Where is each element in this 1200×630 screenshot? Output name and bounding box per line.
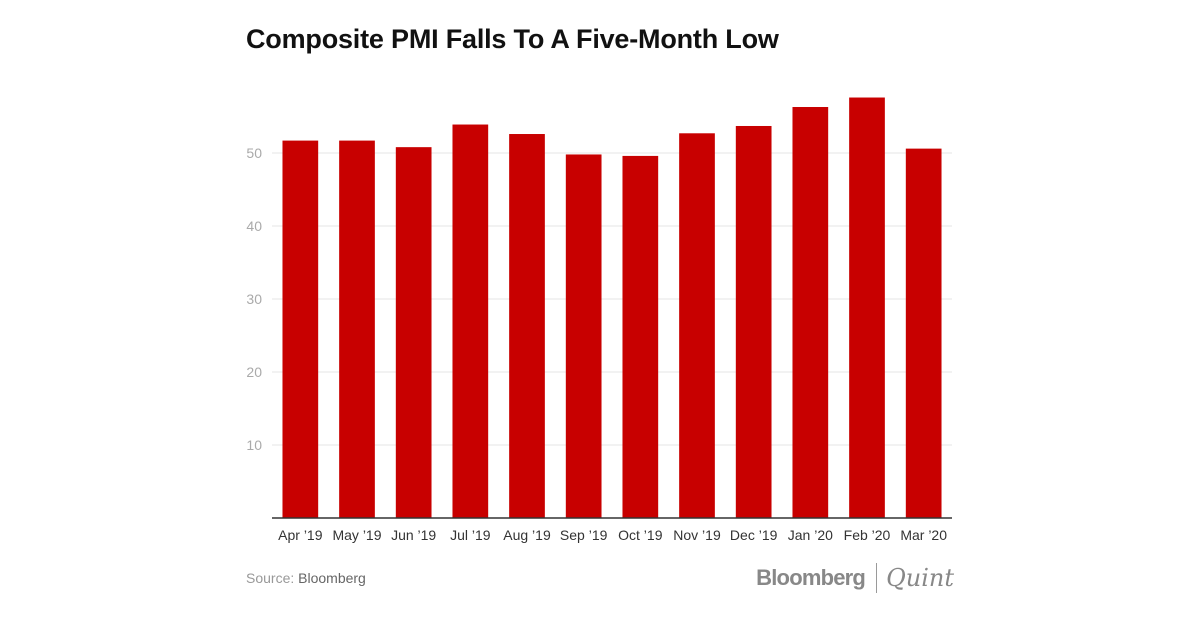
x-tick-label: Jun ’19: [391, 527, 436, 543]
y-tick-label: 40: [246, 218, 262, 234]
brand-divider: [876, 563, 878, 593]
x-tick-label: Jan ’20: [788, 527, 833, 543]
x-tick-label: May ’19: [332, 527, 381, 543]
brand-logo: Bloomberg Quint: [740, 558, 954, 598]
y-axis-ticks: 10 20 30 40 50: [246, 145, 262, 453]
source-label: Source:: [246, 570, 299, 586]
bar: [339, 140, 375, 518]
bar: [509, 134, 545, 518]
grid-lines: [272, 152, 952, 446]
y-tick-label: 20: [246, 364, 262, 380]
x-tick-label: Jul ’19: [450, 527, 491, 543]
bar: [792, 107, 829, 518]
bar: [905, 148, 942, 518]
y-tick-label: 30: [246, 291, 262, 307]
source-value: Bloomberg: [298, 570, 366, 586]
x-tick-label: Nov ’19: [673, 527, 721, 543]
x-tick-label: Apr ’19: [278, 527, 323, 543]
bars: [282, 97, 942, 519]
y-tick-label: 10: [246, 437, 262, 453]
bar: [622, 155, 659, 519]
brand-quint-wordmark: Quint: [886, 564, 954, 592]
x-axis-labels: Apr ’19 May ’19 Jun ’19 Jul ’19 Aug ’19 Sep ’…: [278, 527, 947, 543]
bar: [849, 97, 885, 519]
x-tick-label: Sep ’19: [560, 527, 608, 543]
x-tick-label: Dec ’19: [730, 527, 778, 543]
bar: [735, 125, 772, 519]
bar: [452, 124, 489, 518]
chart-title: Composite PMI Falls To A Five-Month Low: [246, 24, 779, 54]
source-note: Source: Bloomberg: [246, 570, 366, 586]
bar: [282, 140, 319, 518]
bar: [395, 147, 432, 518]
x-tick-label: Mar ’20: [900, 527, 947, 543]
x-tick-label: Oct ’19: [618, 527, 663, 543]
x-tick-label: Aug ’19: [503, 527, 551, 543]
bar: [565, 154, 602, 518]
x-tick-label: Feb ’20: [844, 527, 891, 543]
y-tick-label: 50: [246, 145, 262, 161]
bar: [679, 133, 715, 519]
brand-bloomberg-wordmark: Bloomberg: [756, 565, 866, 590]
